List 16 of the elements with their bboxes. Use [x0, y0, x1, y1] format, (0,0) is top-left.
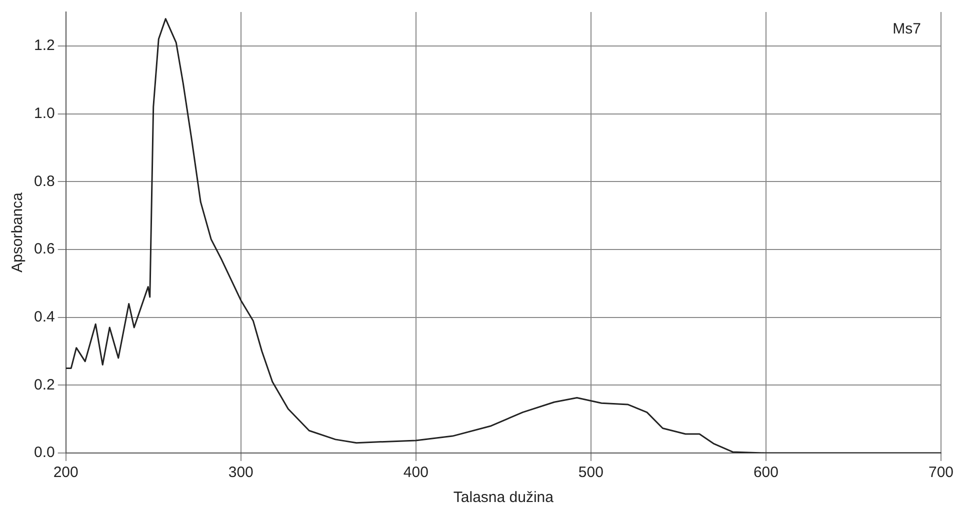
- y-tick-label: 0.2: [34, 376, 55, 394]
- y-tick-label: 0.8: [34, 172, 55, 190]
- x-axis-title: Talasna dužina: [453, 489, 554, 506]
- annotation: Ms7: [892, 20, 921, 38]
- y-axis-title: Apsorbanca: [9, 192, 26, 273]
- y-tick-label: 0.6: [34, 240, 55, 258]
- x-tick-label: 500: [578, 464, 604, 482]
- y-tick-label: 1.2: [34, 37, 55, 54]
- x-tick-label: 300: [228, 464, 254, 482]
- x-tick-label: 400: [403, 464, 428, 482]
- x-tick-label: 700: [928, 464, 954, 482]
- y-tick-label: 0.0: [34, 444, 55, 462]
- x-tick-label: 600: [753, 464, 778, 482]
- x-tick-label: 200: [53, 464, 78, 482]
- y-tick-label: 1.0: [34, 104, 55, 122]
- y-tick-label: 0.4: [34, 308, 55, 326]
